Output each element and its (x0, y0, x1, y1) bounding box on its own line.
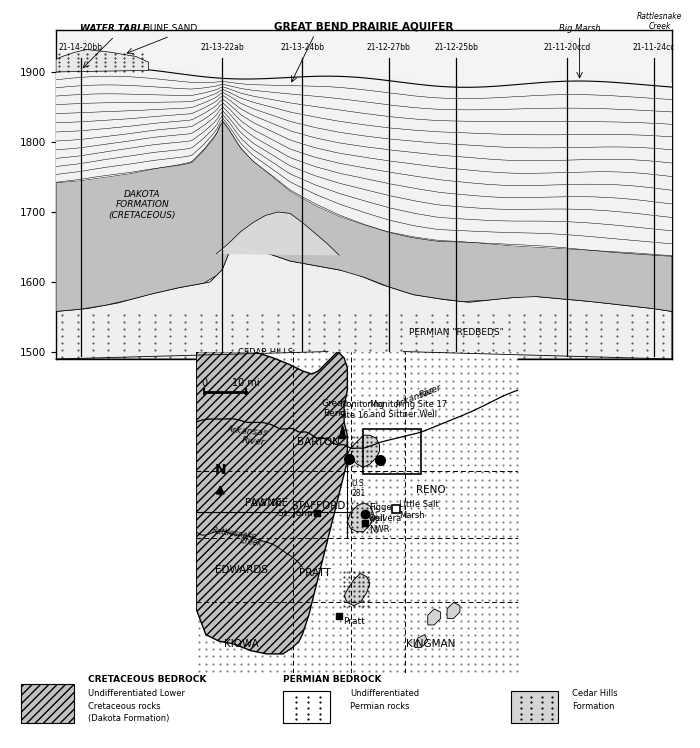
Text: WATER TABLE: WATER TABLE (80, 25, 149, 34)
Text: 0: 0 (201, 378, 207, 388)
Text: PERMIAN BEDROCK: PERMIAN BEDROCK (283, 675, 382, 684)
Polygon shape (56, 120, 672, 311)
Polygon shape (196, 352, 347, 654)
Text: U.S. 50: U.S. 50 (252, 499, 282, 508)
Text: N: N (214, 463, 226, 477)
Bar (283, 691, 330, 723)
Bar (21, 684, 74, 723)
Text: St. John: St. John (278, 509, 313, 518)
Polygon shape (56, 248, 672, 359)
Polygon shape (415, 634, 428, 648)
Polygon shape (447, 602, 460, 619)
Text: Monitoring Site 17
and Sittner Well: Monitoring Site 17 and Sittner Well (370, 399, 447, 419)
Text: Great
Bend: Great Bend (322, 399, 347, 418)
Polygon shape (56, 66, 672, 255)
Text: Arkansas: Arkansas (394, 386, 436, 410)
Bar (511, 691, 559, 723)
Polygon shape (428, 609, 440, 625)
Text: Rattlesnake: Rattlesnake (211, 527, 258, 542)
Text: River: River (419, 383, 444, 400)
Text: Cretaceous rocks: Cretaceous rocks (88, 702, 160, 711)
Text: Undifferentiated: Undifferentiated (350, 689, 419, 698)
Bar (363, 429, 421, 473)
Text: River: River (242, 436, 266, 447)
Text: BARTON: BARTON (297, 437, 340, 447)
Text: CRETACEOUS BEDROCK: CRETACEOUS BEDROCK (88, 675, 206, 684)
Polygon shape (347, 503, 373, 532)
Text: 21-14-20bb: 21-14-20bb (59, 43, 103, 52)
Text: 21-11-20ccd: 21-11-20ccd (544, 43, 591, 52)
Polygon shape (340, 426, 346, 438)
Text: Arkansas: Arkansas (227, 425, 269, 437)
Text: Pratt: Pratt (344, 617, 365, 626)
Polygon shape (56, 49, 148, 72)
Text: Formation: Formation (572, 702, 615, 711)
Text: Little Salt
Marsh: Little Salt Marsh (400, 500, 439, 520)
Text: Big Marsh: Big Marsh (559, 24, 601, 33)
Polygon shape (344, 574, 370, 606)
Text: Undifferentiated Lower: Undifferentiated Lower (88, 689, 185, 698)
Text: 21-13-24bb: 21-13-24bb (281, 43, 324, 52)
Text: GREAT BEND PRAIRIE AQUIFER: GREAT BEND PRAIRIE AQUIFER (274, 22, 454, 31)
Text: KIOWA: KIOWA (224, 640, 258, 649)
Text: EDWARDS: EDWARDS (215, 565, 267, 575)
Text: Permian rocks: Permian rocks (350, 702, 410, 711)
Text: PAWNEE: PAWNEE (246, 497, 288, 508)
Text: Figger
well: Figger well (369, 503, 395, 523)
Text: 21-12-25bb: 21-12-25bb (435, 43, 478, 52)
Text: KINGMAN: KINGMAN (406, 640, 456, 649)
Text: DAKOTA
FORMATION
(CRETACEOUS): DAKOTA FORMATION (CRETACEOUS) (108, 190, 176, 220)
Text: 21-12-27bb: 21-12-27bb (367, 43, 411, 52)
Text: 21-11-24cc: 21-11-24cc (632, 43, 675, 52)
Text: Monitoring
Site 16: Monitoring Site 16 (340, 400, 384, 420)
Text: CEDAR HILLS: CEDAR HILLS (238, 348, 293, 357)
Text: 10 mi: 10 mi (232, 378, 260, 388)
Text: U.S.
281: U.S. 281 (351, 479, 366, 498)
Text: FORMATION: FORMATION (240, 352, 290, 361)
Text: Rattlesnake
Creek: Rattlesnake Creek (637, 12, 682, 31)
Text: Quivera
NWR: Quivera NWR (369, 515, 402, 533)
Text: Creek: Creek (239, 536, 262, 548)
Text: DUNE SAND: DUNE SAND (143, 25, 197, 34)
Text: Cedar Hills: Cedar Hills (572, 689, 617, 698)
Text: STAFFORD: STAFFORD (291, 501, 346, 511)
Polygon shape (216, 212, 340, 255)
Polygon shape (347, 435, 379, 468)
Text: RENO: RENO (416, 485, 446, 495)
Text: 21-13-22ab: 21-13-22ab (200, 43, 244, 52)
Text: (Dakota Formation): (Dakota Formation) (88, 714, 169, 723)
Text: PRATT: PRATT (300, 568, 331, 578)
Text: PERMIAN "REDBEDS": PERMIAN "REDBEDS" (409, 328, 504, 337)
